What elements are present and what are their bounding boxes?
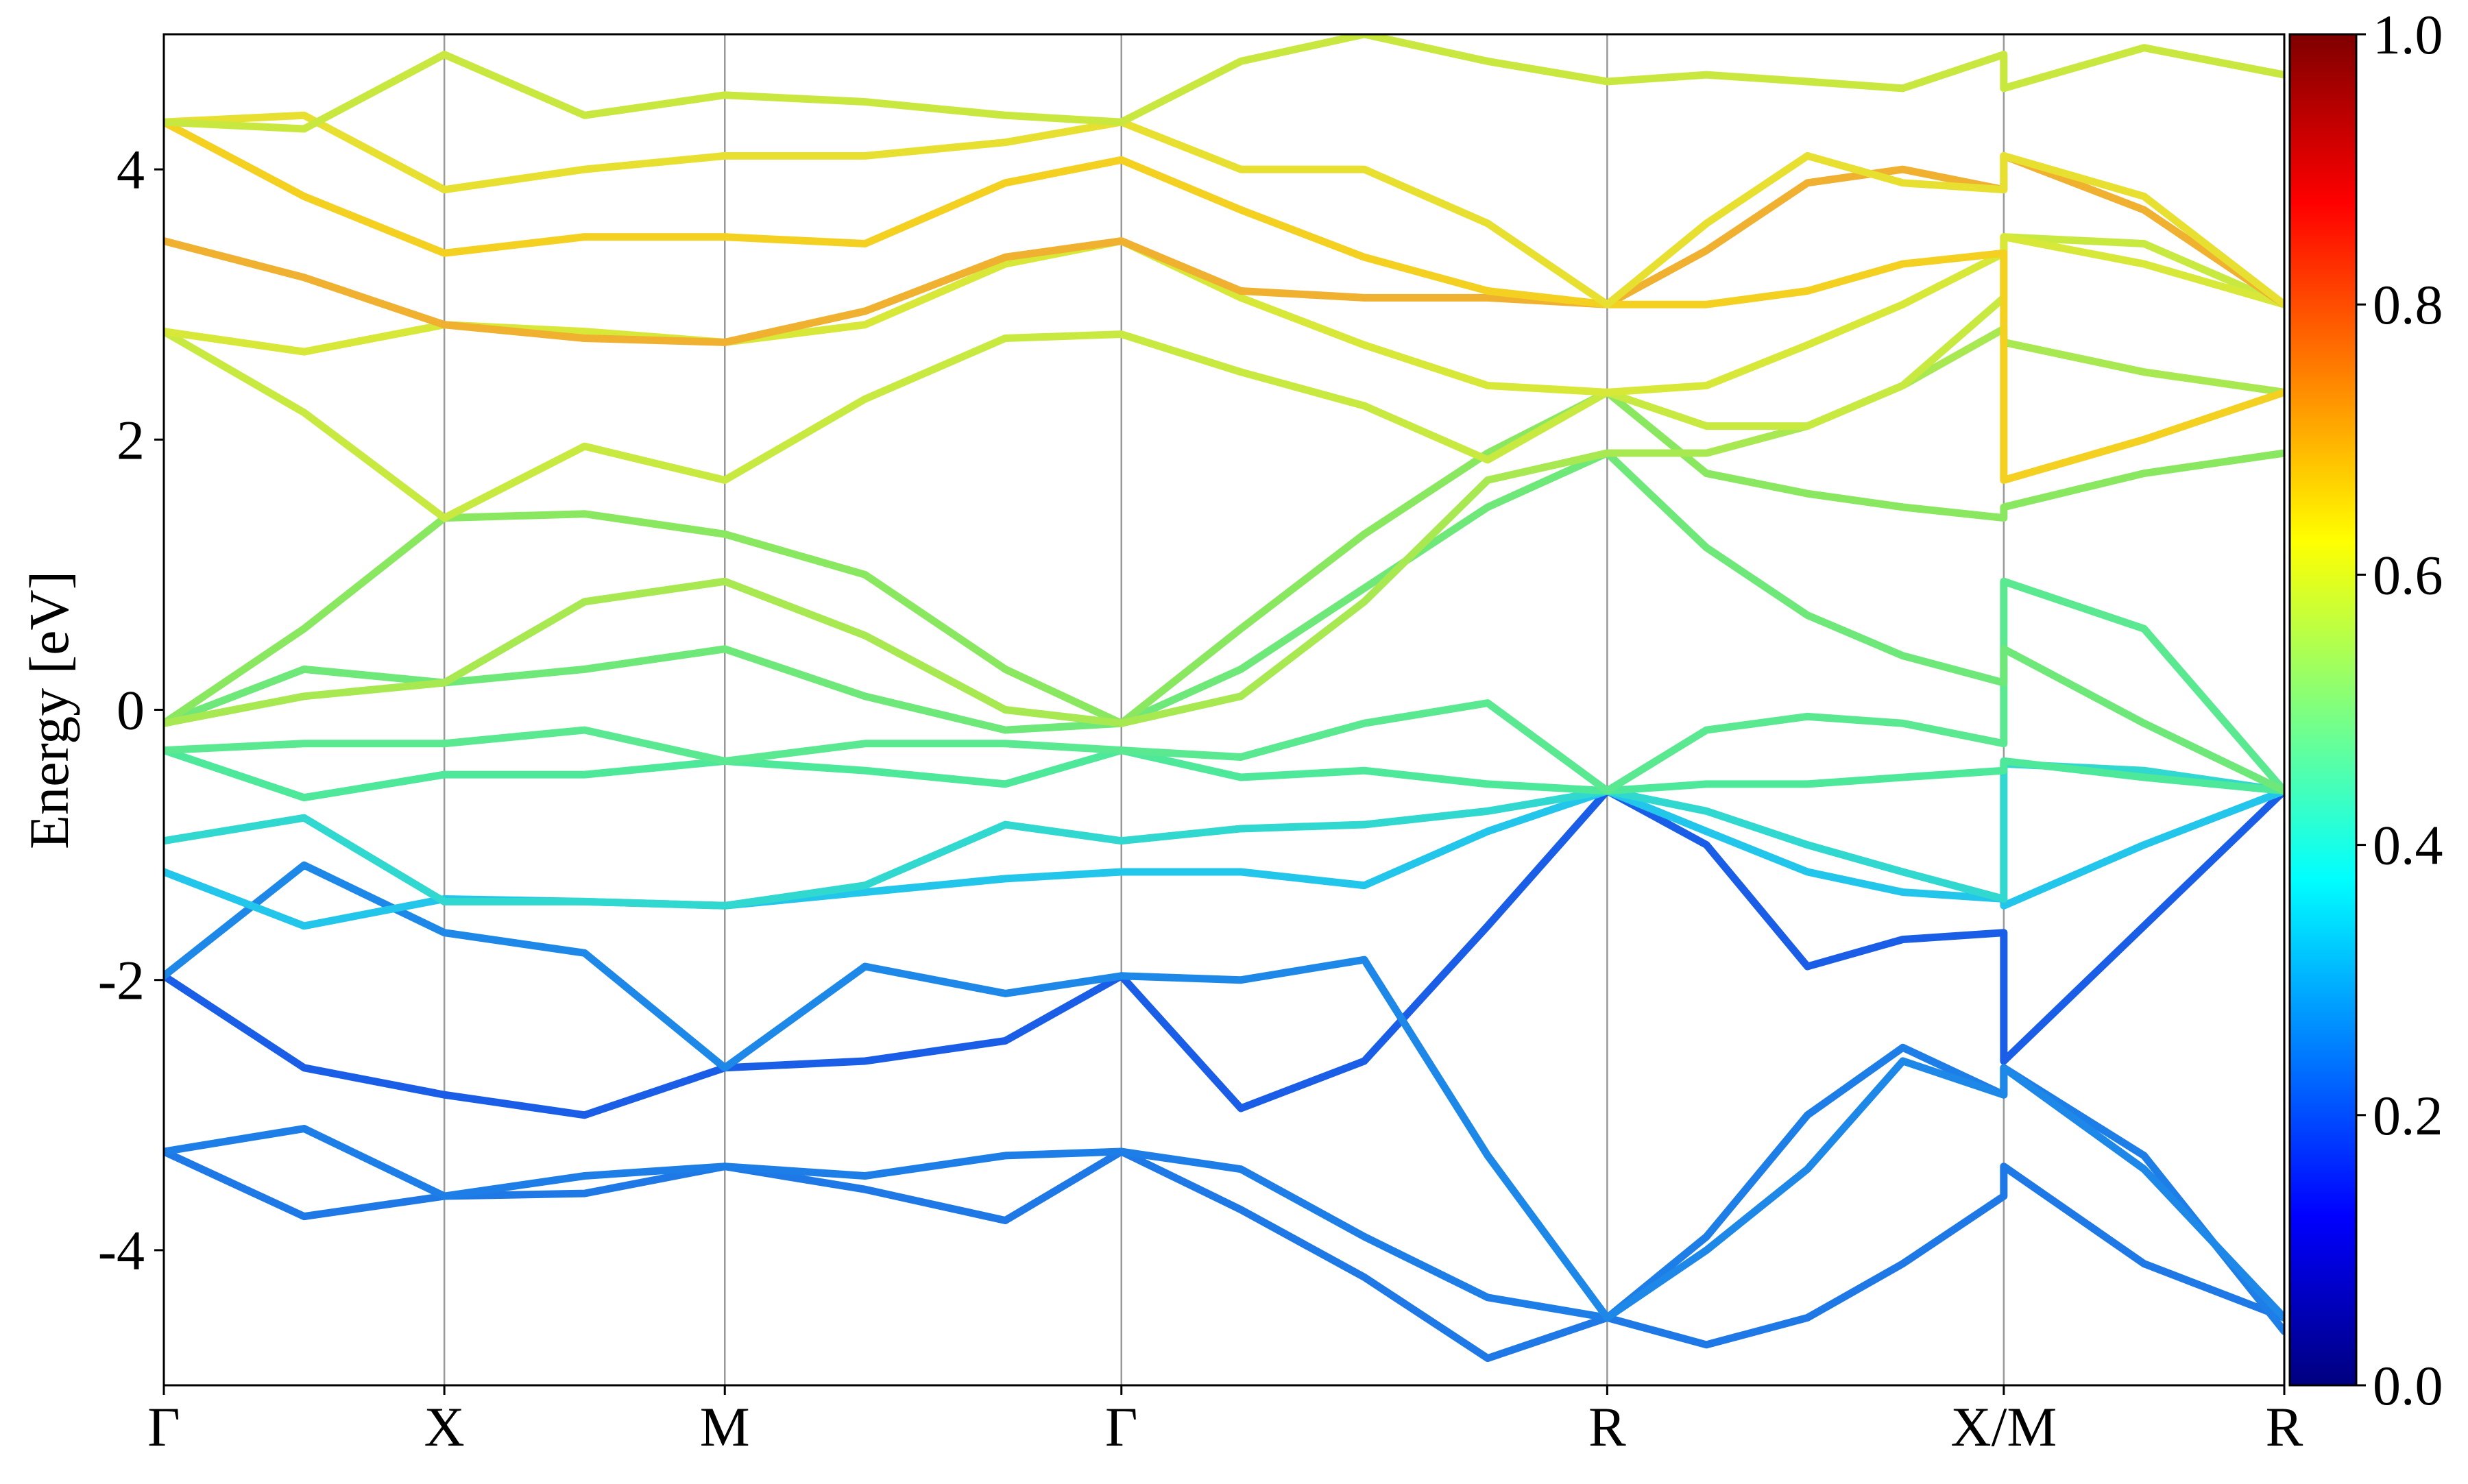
x-tick-label: X/M (1950, 1396, 2057, 1458)
band (164, 111, 2284, 308)
colorbar (2288, 33, 2358, 1387)
x-tick-label: Γ (1105, 1396, 1137, 1458)
axes-layer: Γ X M Γ R X/M R -4 -2 0 2 4 0.0 0.2 0.4 0.6 0.8 1.0 (98, 3, 2443, 1458)
y-tick-label: -4 (98, 1219, 145, 1282)
y-axis-label: Energy [eV] (18, 571, 80, 849)
y-tick-label: 0 (117, 679, 145, 742)
band (164, 388, 2284, 727)
band (164, 787, 2284, 1119)
y-tick-label: 4 (117, 138, 145, 201)
band (164, 449, 2284, 795)
band (164, 759, 2284, 910)
band (164, 118, 2284, 484)
x-tick-label: R (1588, 1396, 1626, 1458)
band-layer (164, 34, 2284, 1363)
y-tick-label: 2 (117, 409, 145, 471)
colorbar-tick-label: 0.8 (2373, 273, 2443, 336)
band (164, 861, 2284, 1322)
band (164, 577, 2284, 795)
colorbar-tick-label: 1.0 (2373, 3, 2443, 66)
band (164, 787, 2284, 930)
x-tick-label: M (700, 1396, 750, 1458)
x-tick-label: X (424, 1396, 465, 1458)
colorbar-tick-label: 0.2 (2373, 1084, 2443, 1147)
band (164, 233, 2284, 522)
band (164, 34, 2284, 133)
y-tick-label: -2 (98, 949, 145, 1012)
x-tick-label: Γ (147, 1396, 180, 1458)
colorbar-tick-label: 0.4 (2373, 814, 2443, 877)
colorbar-tick-label: 0.6 (2373, 544, 2443, 606)
band (164, 325, 2284, 727)
colorbar-tick-label: 0.0 (2373, 1354, 2443, 1417)
x-tick-label: R (2266, 1396, 2303, 1458)
band (164, 746, 2284, 802)
plot-frame (162, 33, 2286, 1387)
grid-layer (162, 34, 2286, 1385)
band (164, 1147, 2284, 1363)
